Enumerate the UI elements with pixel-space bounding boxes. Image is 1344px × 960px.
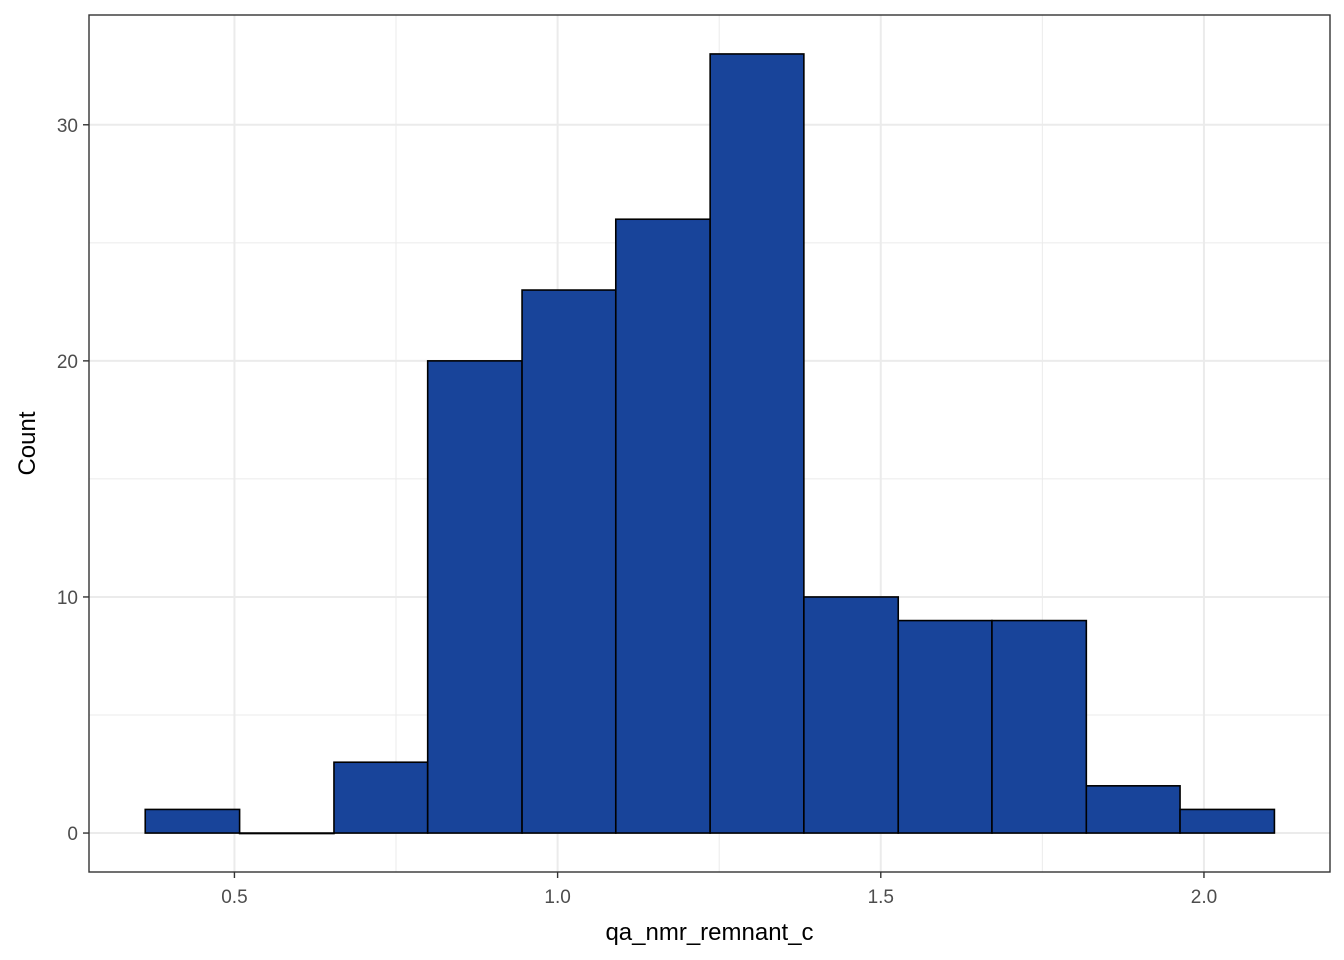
histogram-bar [144,808,241,834]
histogram-bar [1085,785,1181,834]
x-tick-label: 1.0 [544,887,570,908]
histogram-bar [709,53,805,834]
histogram-bar [333,761,429,834]
panel-border [88,14,1331,873]
x-axis: 0.5 1.0 1.5 2.0 [221,872,1217,908]
y-tick-label: 20 [57,352,78,373]
histogram-bar [803,596,900,834]
x-tick-label: 2.0 [1191,887,1217,908]
histogram-bar [238,832,335,835]
x-tick-label: 1.5 [868,887,894,908]
histogram-bar [897,619,993,834]
y-axis-title: Count [14,411,41,475]
x-tick-label: 0.5 [221,887,247,908]
y-tick-label: 30 [57,116,78,137]
y-tick-label: 0 [67,824,78,845]
histogram-bar [614,218,711,834]
x-axis-title: qa_nmr_remnant_c [605,919,813,946]
y-axis: 0 10 20 30 [57,116,89,845]
histogram-bar [521,289,617,834]
histogram-bars [144,53,1276,835]
histogram-bar [1179,808,1276,834]
y-tick-label: 10 [57,588,78,609]
histogram-bar [426,360,523,834]
histogram-bar [991,619,1088,834]
